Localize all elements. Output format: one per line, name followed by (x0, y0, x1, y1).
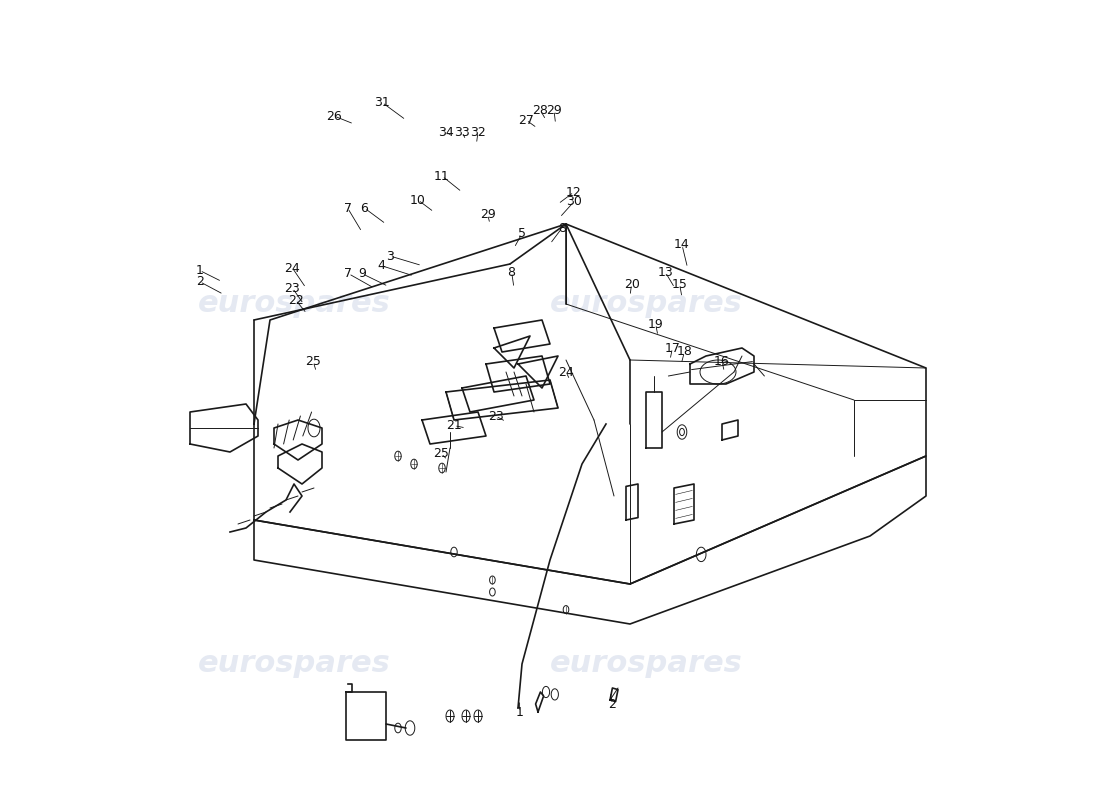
Text: 29: 29 (546, 104, 562, 117)
Text: 25: 25 (306, 355, 321, 368)
Text: 4: 4 (377, 259, 385, 272)
Text: 10: 10 (410, 194, 426, 206)
Text: 15: 15 (672, 278, 688, 290)
Text: 19: 19 (648, 318, 663, 330)
Text: 7: 7 (343, 202, 352, 214)
Text: eurospares: eurospares (198, 650, 390, 678)
Text: 1: 1 (196, 264, 204, 277)
Text: eurospares: eurospares (198, 290, 390, 318)
Text: 20: 20 (624, 278, 639, 290)
Text: 8: 8 (558, 222, 566, 234)
Text: 1: 1 (516, 706, 524, 718)
Text: 2: 2 (608, 698, 616, 710)
Text: 22: 22 (288, 294, 304, 306)
Text: 21: 21 (447, 419, 462, 432)
Text: 28: 28 (532, 104, 548, 117)
Text: 18: 18 (676, 346, 692, 358)
Text: 30: 30 (566, 195, 582, 208)
Text: 7: 7 (344, 267, 352, 280)
Text: 27: 27 (518, 114, 534, 126)
Text: 31: 31 (374, 96, 389, 109)
Text: 8: 8 (507, 266, 516, 278)
Text: 11: 11 (434, 170, 450, 182)
Text: 13: 13 (658, 266, 673, 278)
Text: 32: 32 (470, 126, 486, 138)
Text: 12: 12 (566, 186, 582, 198)
Text: 33: 33 (454, 126, 470, 138)
Text: 16: 16 (714, 355, 730, 368)
Text: 29: 29 (480, 208, 495, 221)
Text: 24: 24 (285, 262, 300, 274)
Text: 17: 17 (664, 342, 680, 354)
Text: eurospares: eurospares (550, 290, 742, 318)
Text: 25: 25 (433, 447, 449, 460)
Text: 26: 26 (326, 110, 342, 122)
Text: 5: 5 (518, 227, 526, 240)
Text: 9: 9 (359, 267, 366, 280)
Text: eurospares: eurospares (550, 650, 742, 678)
Text: 23: 23 (487, 410, 504, 422)
Text: 6: 6 (361, 202, 368, 214)
Text: 14: 14 (674, 238, 690, 251)
Text: 34: 34 (438, 126, 454, 138)
Text: 24: 24 (558, 366, 574, 378)
Text: 23: 23 (285, 282, 300, 294)
Text: 3: 3 (386, 250, 394, 262)
Text: 2: 2 (196, 275, 204, 288)
